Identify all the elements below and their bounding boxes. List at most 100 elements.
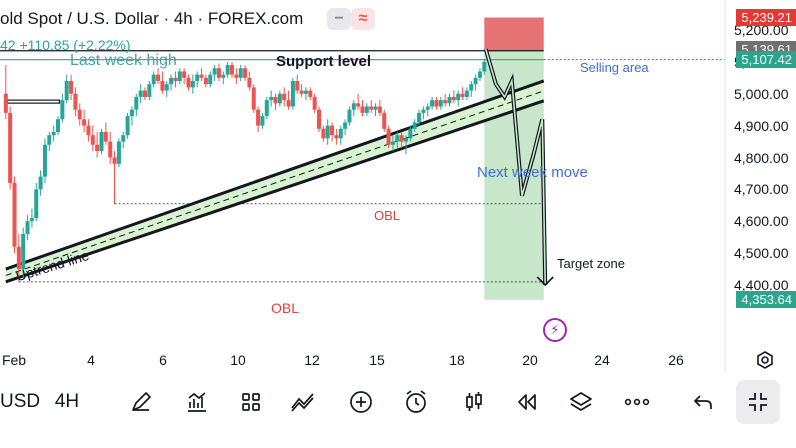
candle-body (425, 106, 430, 110)
candle-body (90, 135, 95, 145)
candle-body (282, 93, 287, 101)
candle-body (308, 90, 313, 97)
indicators-icon[interactable] (182, 376, 212, 428)
candle-body (60, 100, 65, 120)
symbol-title[interactable]: old Spot / U.S. Dollar · 4h · FOREX.com (0, 9, 304, 28)
price-tag: 5,107.42 (736, 51, 796, 68)
candle-body (364, 106, 369, 113)
candle-body (186, 77, 191, 88)
channel-upper-line (5, 79, 545, 271)
time-axis-label: 15 (369, 352, 385, 368)
candle-body (25, 221, 30, 234)
candle-body (164, 84, 169, 91)
candle-body (264, 100, 269, 117)
candle-body (225, 65, 230, 75)
candle-body (103, 132, 108, 142)
candle-body (247, 77, 252, 88)
lightning-icon[interactable]: ⚡ (543, 318, 567, 342)
candle-body (260, 116, 265, 126)
candle-body (143, 90, 147, 97)
candle-body (434, 100, 439, 107)
time-axis-label: 10 (230, 352, 246, 368)
price-axis-label: 5,000.00 (734, 85, 789, 102)
candle-body (86, 125, 91, 136)
sell-zone (484, 17, 544, 51)
candle-body (151, 74, 156, 85)
candle-body (121, 135, 126, 142)
candle-body (443, 100, 448, 104)
candle-body (456, 93, 461, 101)
undo-icon[interactable] (688, 376, 718, 428)
pen-icon[interactable] (126, 376, 156, 428)
compare-icon[interactable] (288, 376, 318, 428)
candle-body (147, 84, 152, 97)
price-change: 42 +110.85 (+2.22%) (0, 37, 131, 53)
timeframe-button[interactable]: 4H (54, 391, 80, 412)
candle-body (360, 106, 365, 113)
obl-lower-label: OBL (271, 300, 300, 316)
candle-body (69, 81, 74, 94)
time-axis-label: 18 (449, 352, 465, 368)
candle-body (334, 135, 339, 139)
candle-body (129, 109, 134, 117)
candle-body (112, 157, 117, 164)
candle-body (477, 71, 482, 78)
price-axis-label: 5,200.00 (734, 22, 789, 38)
more-icon[interactable] (622, 376, 652, 428)
candle-body (408, 128, 413, 139)
symbol-short[interactable]: USD (0, 391, 41, 412)
alarm-clock-icon[interactable] (401, 376, 431, 428)
channel-mid-line (5, 90, 544, 276)
candle-body (156, 74, 161, 81)
candle-body (173, 77, 178, 81)
candle-body (212, 68, 217, 75)
projection-inner (484, 48, 546, 286)
candle-body (29, 218, 34, 222)
candle-body (99, 132, 104, 152)
time-axis-label: 4 (87, 352, 95, 368)
candles-icon[interactable] (459, 376, 489, 428)
candle-body (286, 100, 291, 107)
replay-icon[interactable] (512, 376, 542, 428)
candle-body (460, 93, 465, 97)
layers-icon[interactable] (566, 376, 596, 428)
projection-path (483, 48, 554, 287)
candle-body (464, 90, 469, 97)
candle-body (382, 112, 387, 129)
obl-upper-label: OBL (374, 208, 401, 223)
candle-body (3, 93, 8, 113)
candle-body (42, 144, 47, 177)
candle-body (256, 109, 261, 126)
candle-body (177, 71, 182, 81)
wave-indicator-button[interactable]: ≈ (351, 8, 375, 30)
candle-body (230, 65, 234, 75)
collapse-icon[interactable] (736, 380, 780, 424)
add-icon[interactable] (346, 376, 376, 428)
channel-lower-line (5, 99, 545, 284)
layout-grid-icon[interactable] (236, 376, 266, 428)
candle-body (216, 68, 221, 78)
candles-layer (3, 58, 487, 282)
candle-body (238, 68, 243, 78)
candle-body (269, 96, 274, 101)
candle-body (338, 128, 343, 139)
candle-body (430, 100, 435, 107)
time-axis-label: 26 (668, 352, 684, 368)
candle-body (347, 109, 352, 123)
candle-body (386, 128, 391, 145)
price-axis-label: 4,900.00 (734, 117, 789, 134)
candle-body (351, 103, 356, 110)
candle-body (82, 119, 87, 126)
candle-body (51, 132, 56, 136)
candle-body (312, 96, 317, 110)
price-tag: 5,239.21 (736, 9, 796, 26)
candle-body (203, 77, 208, 85)
candle-body (56, 119, 60, 132)
candle-body (317, 109, 321, 129)
minus-button[interactable]: − (327, 8, 351, 30)
candle-body (125, 116, 130, 136)
candle-body (404, 138, 408, 142)
price-axis-label: 4,400.00 (734, 277, 789, 293)
settings-hex-icon[interactable] (755, 350, 775, 370)
